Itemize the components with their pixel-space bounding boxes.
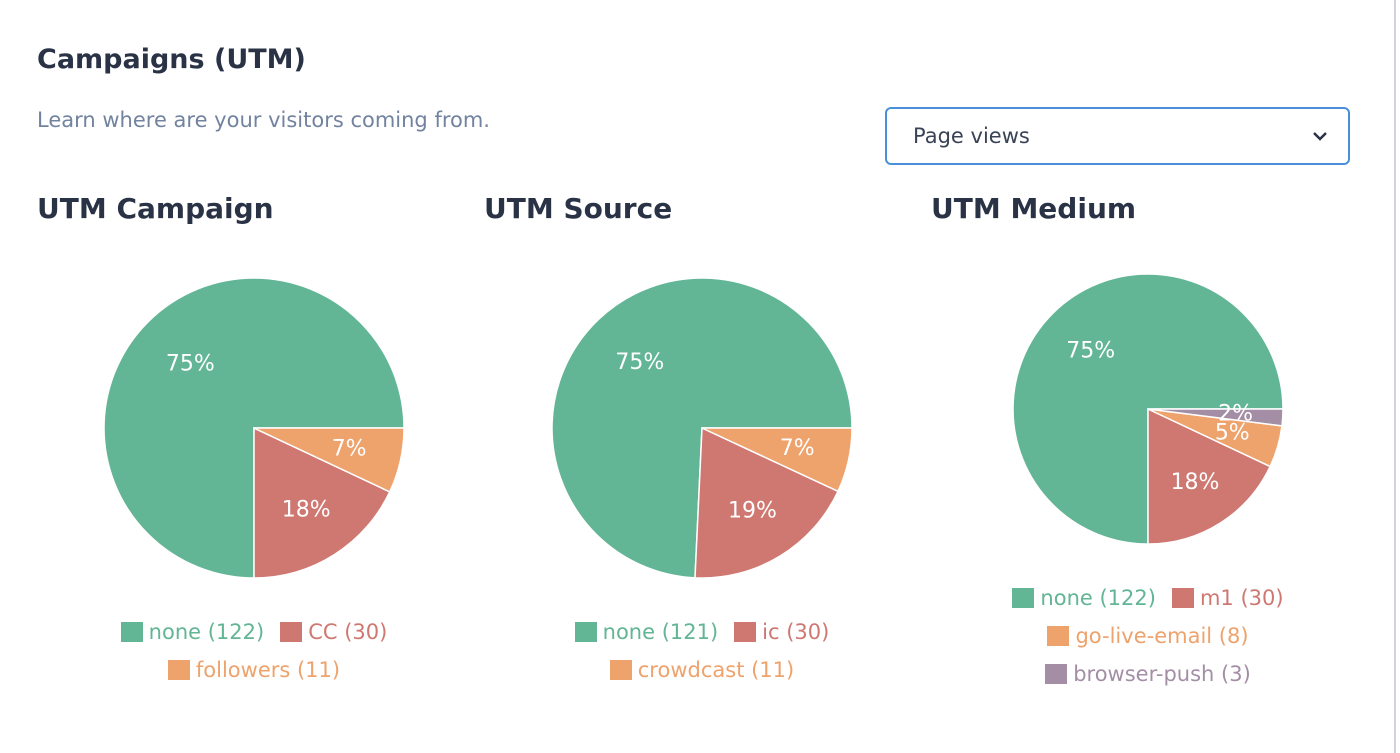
legend-label: crowdcast (11): [637, 658, 795, 682]
legend-item: crowdcast (11): [609, 657, 795, 683]
legend: none (122) m1 (30) go-live-email (8) browse…: [993, 585, 1303, 687]
legend-swatch: [1171, 588, 1194, 608]
legend-swatch: [1012, 588, 1035, 608]
chart-title: UTM Campaign: [37, 192, 274, 225]
chevron-icon: [1313, 132, 1327, 141]
legend-swatch: [734, 622, 757, 642]
legend-label: none (122): [1040, 586, 1156, 610]
legend-label: ic (30): [762, 620, 830, 644]
legend-swatch: [120, 622, 143, 642]
chart-title: UTM Source: [484, 192, 673, 225]
legend: none (121) ic (30) crowdcast (11): [547, 619, 857, 683]
legend-label: followers (11): [195, 658, 341, 682]
slice-label: 75%: [166, 351, 215, 376]
section-subtitle: Learn where are your visitors coming fro…: [37, 108, 490, 132]
legend-item: browser-push (3): [1045, 661, 1251, 687]
legend-label: none (121): [602, 620, 719, 644]
legend: none (122) CC (30) followers (11): [99, 619, 409, 683]
legend-item: go-live-email (8): [1047, 623, 1249, 649]
legend-item: none (122): [1012, 585, 1156, 611]
slice-label: 18%: [282, 497, 331, 522]
legend-label: CC (30): [308, 620, 388, 644]
slice-label: 7%: [332, 436, 367, 461]
pie-slice: [1147, 407, 1272, 545]
legend-swatch: [1045, 664, 1068, 684]
legend-swatch: [1047, 626, 1070, 646]
chart-title: UTM Medium: [931, 192, 1137, 225]
legend-item: followers (11): [167, 657, 341, 683]
slice-label: 75%: [1066, 339, 1115, 364]
legend-label: m1 (30): [1199, 586, 1284, 610]
slice-label: 19%: [728, 498, 777, 523]
panel-edge: [1394, 0, 1396, 753]
legend-label: none (122): [148, 620, 265, 644]
legend-item: none (121): [574, 619, 719, 645]
pie-slice: [1147, 408, 1284, 427]
legend-item: CC (30): [280, 619, 387, 645]
slice-label: 7%: [780, 436, 815, 461]
legend-item: m1 (30): [1171, 585, 1284, 611]
slice-label: 18%: [1171, 470, 1220, 495]
legend-item: ic (30): [734, 619, 829, 645]
legend-swatch: [609, 660, 632, 680]
legend-item: none (122): [120, 619, 265, 645]
slice-label: 5%: [1215, 420, 1250, 445]
pie-slice: [253, 427, 405, 493]
slice-label: 75%: [615, 350, 664, 375]
pie-slice: [253, 426, 391, 579]
section-title: Campaigns (UTM): [37, 44, 306, 75]
slice-label: 2%: [1218, 402, 1253, 427]
legend-label: go-live-email (8): [1075, 624, 1249, 648]
pie-slice: [701, 427, 853, 493]
pie-slice: [694, 426, 839, 579]
pie-slice: [103, 277, 405, 579]
legend-swatch: [280, 622, 303, 642]
legend-swatch: [574, 622, 597, 642]
legend-label: browser-push (3): [1073, 662, 1251, 686]
metric-select[interactable]: Page views: [885, 107, 1350, 165]
legend-swatch: [167, 660, 190, 680]
select-value: Page views: [913, 124, 1030, 148]
